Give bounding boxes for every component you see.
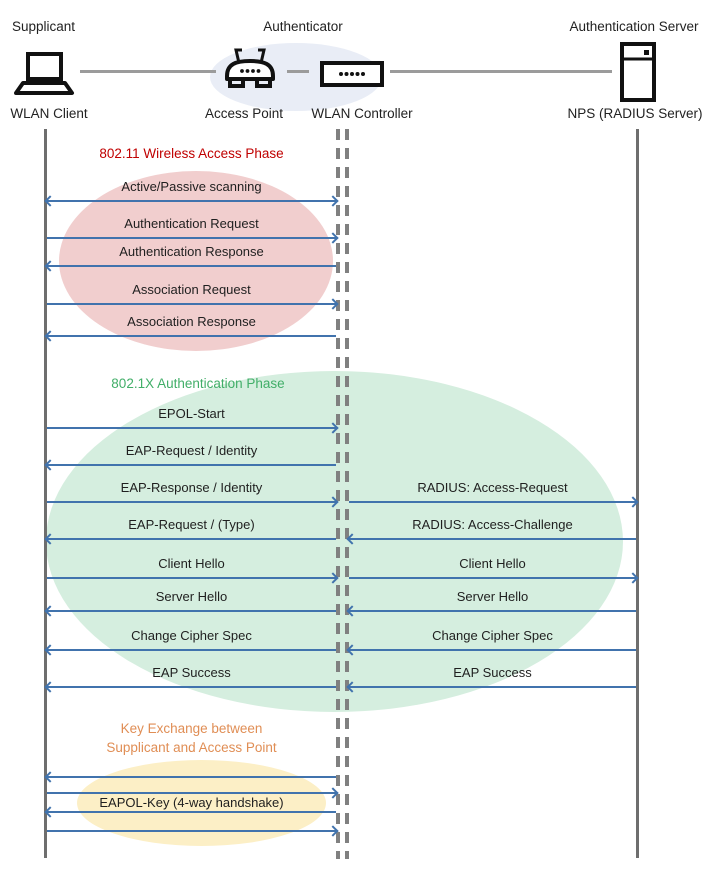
message-arrow <box>349 577 636 579</box>
message-label: Authentication Request <box>124 216 259 231</box>
message-label: Client Hello <box>158 556 225 571</box>
message-arrow <box>47 686 336 688</box>
message-label: Active/Passive scanning <box>121 179 262 194</box>
phase1-title: 802.11 Wireless Access Phase <box>99 146 284 161</box>
radius-server-lifeline <box>636 129 639 858</box>
role-supplicant: Supplicant <box>12 19 76 34</box>
message-label: EAP-Request / Identity <box>125 443 258 458</box>
message-arrow <box>349 686 636 688</box>
message-label: Authentication Response <box>119 244 264 259</box>
device-access-point: Access Point <box>204 106 284 121</box>
phase2-title: 802.1X Authentication Phase <box>111 376 285 391</box>
wlan-client-lifeline <box>44 129 47 858</box>
ap-to-controller-link <box>287 70 309 73</box>
message-label: Association Response <box>127 314 256 329</box>
message-arrow <box>47 265 336 267</box>
message-arrow <box>47 577 336 579</box>
message-label: Association Request <box>132 282 251 297</box>
message-arrow <box>47 237 336 239</box>
eapol-key-group-label: EAPOL-Key (4-way handshake) <box>99 795 284 810</box>
client-to-ap-link <box>80 70 216 73</box>
message-arrow <box>349 501 636 503</box>
device-nps-radius-server: NPS (RADIUS Server) <box>567 106 703 121</box>
wlan-controller-lifeline-right <box>345 129 349 859</box>
message-label: Server Hello <box>456 589 529 604</box>
message-label: RADIUS: Access-Request <box>417 480 568 495</box>
device-wlan-controller: WLAN Controller <box>311 106 413 121</box>
message-arrow <box>349 649 636 651</box>
message-label: RADIUS: Access-Challenge <box>412 517 573 532</box>
role-authentication-server: Authentication Server <box>569 19 699 34</box>
message-arrow <box>47 610 336 612</box>
message-arrow <box>47 501 336 503</box>
message-arrow <box>47 464 336 466</box>
message-label: EAP Success <box>152 665 231 680</box>
message-arrow <box>47 303 336 305</box>
message-arrow <box>47 811 336 813</box>
laptop-icon <box>12 51 76 98</box>
wlan-controller-icon <box>320 61 384 87</box>
message-label: EAP Success <box>453 665 532 680</box>
message-arrow <box>47 335 336 337</box>
server-icon <box>620 42 657 102</box>
phase2-ellipse <box>46 371 623 712</box>
device-wlan-client: WLAN Client <box>10 106 88 121</box>
message-label: EPOL-Start <box>158 406 225 421</box>
controller-to-server-link <box>390 70 612 73</box>
message-label: Client Hello <box>459 556 526 571</box>
message-arrow <box>47 200 336 202</box>
phase3-title-line2: Supplicant and Access Point <box>106 740 277 755</box>
message-label: EAP-Request / (Type) <box>128 517 255 532</box>
message-arrow <box>47 427 336 429</box>
message-arrow <box>47 538 336 540</box>
message-label: Server Hello <box>155 589 228 604</box>
phase3-title-line1: Key Exchange between <box>120 721 263 736</box>
message-label: Change Cipher Spec <box>131 628 252 643</box>
role-authenticator: Authenticator <box>263 19 343 34</box>
message-arrow <box>47 792 336 794</box>
message-arrow <box>47 776 336 778</box>
message-arrow <box>349 610 636 612</box>
message-arrow <box>349 538 636 540</box>
message-arrow <box>47 830 336 832</box>
message-label: EAP-Response / Identity <box>120 480 263 495</box>
message-arrow <box>47 649 336 651</box>
access-point-icon <box>221 47 279 91</box>
message-label: Change Cipher Spec <box>432 628 553 643</box>
wlan-controller-lifeline-left <box>336 129 340 859</box>
